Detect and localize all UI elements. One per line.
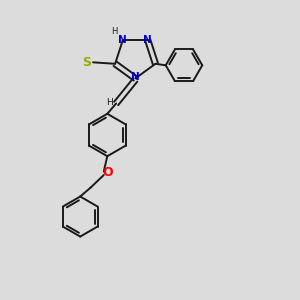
Text: N: N — [143, 35, 152, 45]
Text: H: H — [106, 98, 113, 106]
Text: O: O — [102, 167, 112, 179]
Text: N: N — [118, 35, 127, 45]
Text: S: S — [82, 56, 91, 69]
Text: N: N — [131, 72, 140, 82]
Text: H: H — [111, 27, 118, 36]
